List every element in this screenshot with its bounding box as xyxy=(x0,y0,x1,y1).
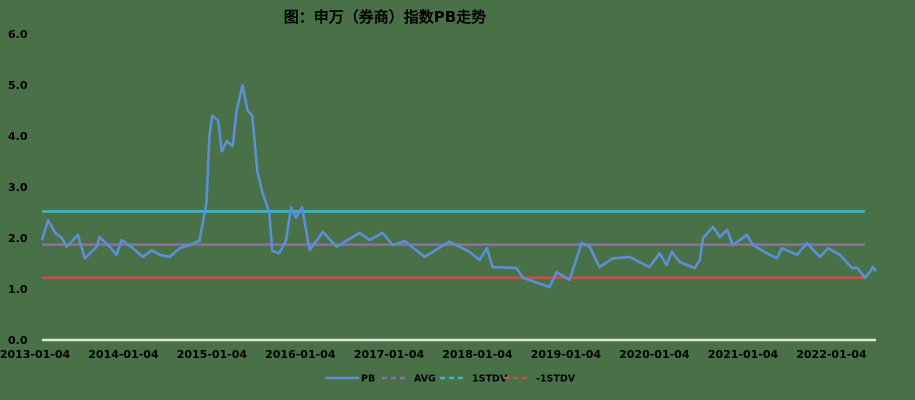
chart-title: 图：申万（券商）指数PB走势 xyxy=(284,8,486,26)
x-tick-label: 2013-01-04 xyxy=(0,348,71,361)
legend-label: AVG xyxy=(414,374,436,385)
y-tick-label: 5.0 xyxy=(8,79,28,92)
y-tick-label: 6.0 xyxy=(8,28,28,41)
x-tick-label: 2021-01-04 xyxy=(708,348,779,361)
x-tick-label: 2019-01-04 xyxy=(531,348,602,361)
x-axis: 2013-01-04 2014-01-04 2015-01-04 2016-01-04… xyxy=(0,348,867,361)
y-tick-label: 1.0 xyxy=(8,283,28,296)
y-tick-label: 2.0 xyxy=(8,232,28,245)
x-tick-label: 2017-01-04 xyxy=(354,348,425,361)
x-tick-label: 2014-01-04 xyxy=(88,348,159,361)
y-tick-label: 0.0 xyxy=(8,334,28,347)
x-tick-label: 2015-01-04 xyxy=(177,348,248,361)
x-tick-label: 2018-01-04 xyxy=(442,348,513,361)
x-tick-label: 2020-01-04 xyxy=(619,348,690,361)
y-tick-label: 4.0 xyxy=(8,130,28,143)
series-line-pb xyxy=(40,83,877,289)
x-tick-label: 2016-01-04 xyxy=(265,348,336,361)
x-tick-label: 2022-01-04 xyxy=(796,348,867,361)
legend-label: PB xyxy=(361,374,375,385)
legend-label: -1STDV xyxy=(536,374,576,385)
y-tick-label: 3.0 xyxy=(8,181,28,194)
y-axis: 0.0 1.0 2.0 3.0 4.0 5.0 6.0 xyxy=(8,28,28,347)
legend: PB AVG 1STDV -1STDV xyxy=(325,374,576,385)
legend-label: 1STDV xyxy=(472,374,508,385)
